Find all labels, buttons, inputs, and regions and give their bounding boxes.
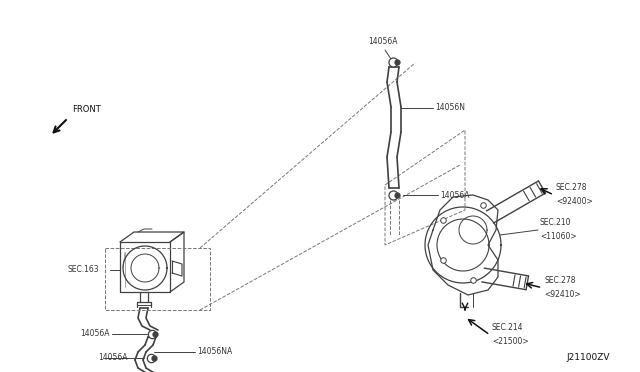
Text: 14056A: 14056A <box>368 37 397 46</box>
Text: SEC.278: SEC.278 <box>556 183 588 192</box>
Text: SEC.214: SEC.214 <box>492 323 524 332</box>
Text: 14056A: 14056A <box>81 330 110 339</box>
Text: 14056A: 14056A <box>98 353 127 362</box>
Text: SEC.278: SEC.278 <box>544 276 576 285</box>
Text: <92410>: <92410> <box>544 290 581 299</box>
Text: J21100ZV: J21100ZV <box>566 353 610 362</box>
Text: SEC.163: SEC.163 <box>68 266 100 275</box>
Text: <92400>: <92400> <box>556 197 593 206</box>
Text: SEC.210: SEC.210 <box>540 218 572 227</box>
Text: 14056A: 14056A <box>440 190 470 199</box>
Text: 14056NA: 14056NA <box>197 347 232 356</box>
Text: <21500>: <21500> <box>492 337 529 346</box>
Text: <11060>: <11060> <box>540 232 577 241</box>
Text: FRONT: FRONT <box>72 105 100 114</box>
Text: 14056N: 14056N <box>435 103 465 112</box>
